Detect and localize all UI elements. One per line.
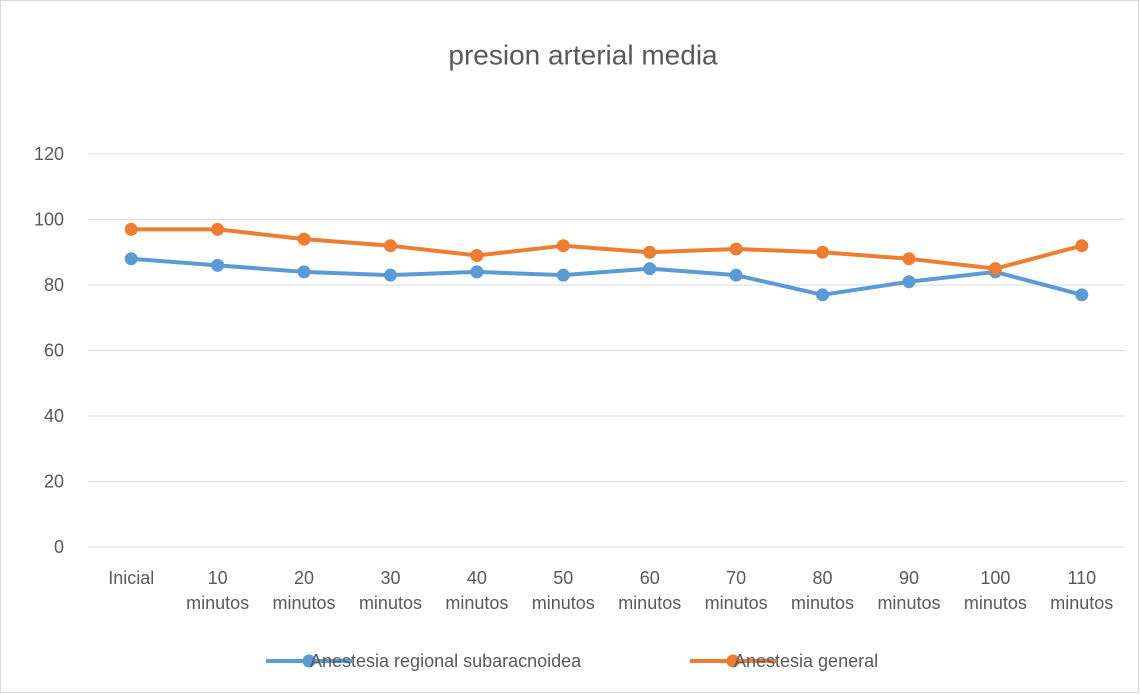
point	[211, 258, 225, 272]
point	[383, 239, 397, 253]
x-tick-label: 50 minutos	[532, 568, 595, 613]
point	[470, 249, 484, 263]
y-tick-label: 60	[44, 341, 64, 361]
legend-marker	[726, 654, 740, 668]
x-tick-label: 30 minutos	[359, 568, 422, 613]
x-tick-label: 110 minutos	[1050, 568, 1113, 613]
legend-label: Anestesia general	[734, 651, 878, 671]
point	[902, 252, 916, 266]
x-tick-label: 100 minutos	[964, 568, 1027, 613]
legend-marker	[302, 654, 316, 668]
x-tick-label: 90 minutos	[877, 568, 940, 613]
point	[1075, 239, 1089, 253]
point	[1075, 288, 1089, 302]
point	[902, 275, 916, 289]
y-tick-label: 40	[44, 406, 64, 426]
point	[297, 232, 311, 246]
point	[816, 288, 830, 302]
point	[124, 222, 138, 236]
point	[124, 252, 138, 266]
point	[297, 265, 311, 279]
y-tick-label: 20	[44, 472, 64, 492]
point	[729, 242, 743, 256]
x-tick-label: Inicial	[108, 568, 154, 588]
x-tick-label: 40 minutos	[445, 568, 508, 613]
point	[643, 262, 657, 276]
chart-title: presion arterial media	[448, 39, 718, 70]
x-tick-label: 80 minutos	[791, 568, 854, 613]
x-tick-label: 20 minutos	[273, 568, 336, 613]
point	[816, 245, 830, 259]
point	[211, 222, 225, 236]
legend-label: Anestesia regional subaracnoidea	[310, 651, 582, 671]
point	[729, 268, 743, 282]
point	[556, 239, 570, 253]
point	[470, 265, 484, 279]
x-tick-label: 10 minutos	[186, 568, 249, 613]
y-tick-label: 0	[54, 537, 64, 557]
series-line	[131, 227, 1083, 271]
series-line	[131, 256, 1083, 297]
point	[556, 268, 570, 282]
x-tick-label: 70 minutos	[705, 568, 768, 613]
point	[383, 268, 397, 282]
y-tick-label: 100	[34, 210, 64, 230]
y-tick-label: 120	[34, 144, 64, 164]
point	[643, 245, 657, 259]
x-tick-label: 60 minutos	[618, 568, 681, 613]
y-tick-label: 80	[44, 275, 64, 295]
point	[988, 262, 1002, 276]
